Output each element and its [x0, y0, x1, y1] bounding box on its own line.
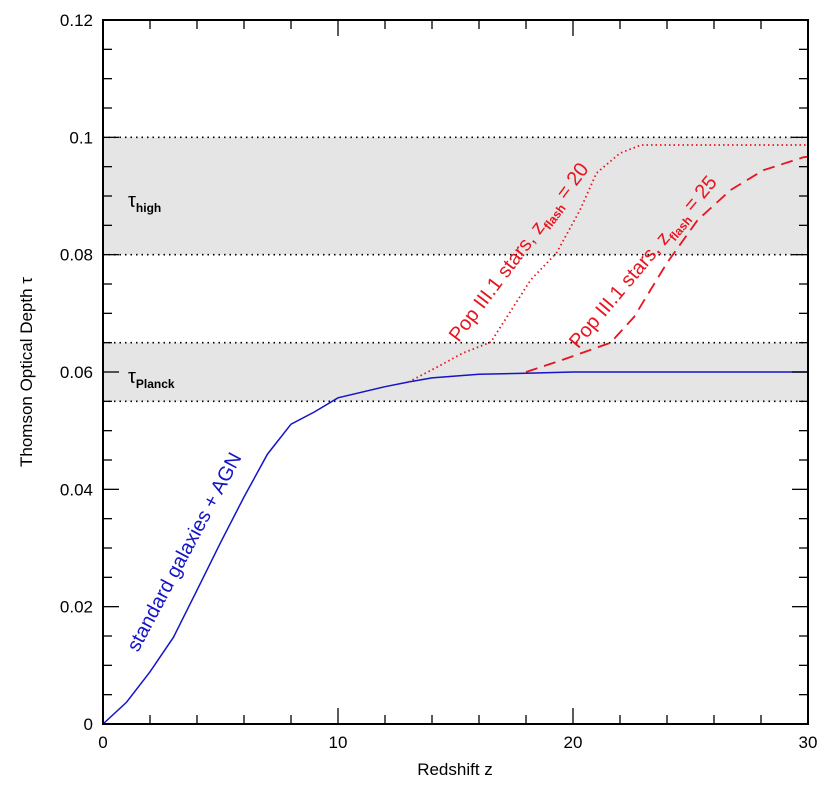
- y-tick-label: 0.06: [60, 363, 93, 382]
- y-tick-label: 0: [84, 715, 93, 734]
- y-tick-label: 0.04: [60, 480, 93, 499]
- y-tick-label: 0.08: [60, 246, 93, 265]
- x-tick-label: 20: [564, 733, 583, 752]
- band-label-high: τhigh: [128, 190, 161, 215]
- x-axis-label: Redshift z: [417, 760, 493, 779]
- y-tick-label: 0.12: [60, 11, 93, 30]
- y-tick-label: 0.02: [60, 598, 93, 617]
- series-line-dotted: [408, 144, 808, 383]
- x-tick-label: 10: [329, 733, 348, 752]
- y-tick-label: 0.1: [69, 128, 93, 147]
- band-0: [103, 137, 808, 255]
- series-line-solid: [102, 371, 808, 725]
- band-label-planck: τPlanck: [128, 366, 175, 391]
- x-tick-label: 30: [799, 733, 818, 752]
- annotation-galaxies: standard galaxies + AGN: [123, 449, 247, 655]
- y-axis-label: Thomson Optical Depth τ: [17, 277, 36, 467]
- x-tick-label: 0: [98, 733, 107, 752]
- series-line-dashed: [525, 155, 809, 373]
